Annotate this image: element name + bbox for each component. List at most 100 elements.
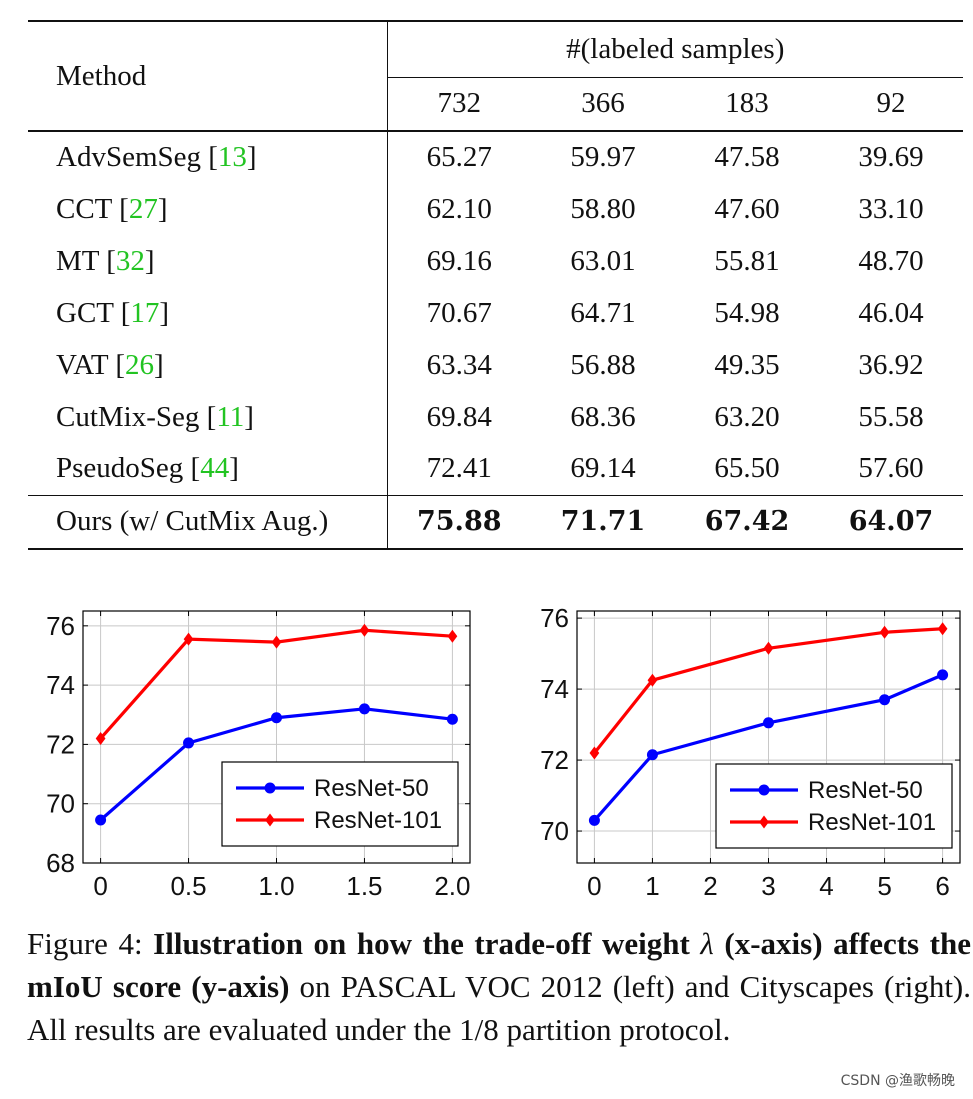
data-point-resnet-101 [271,635,282,649]
caption-rest: on PASCAL VOC 2012 (left) and Cityscapes… [27,969,972,1047]
y-tick-label: 70 [46,789,75,819]
data-point-resnet-50 [446,713,458,725]
data-point-resnet-101 [937,622,948,636]
y-tick-label: 74 [540,674,569,704]
score-cell: 46.04 [858,296,924,329]
results-table: Method #(labeled samples) 732 366 183 92… [28,20,963,550]
x-tick-label: 2.0 [434,871,470,901]
method-name: MT [56,244,99,277]
citation-link[interactable]: 26 [125,348,155,381]
score-cell: 63.34 [426,348,492,381]
score-cell: 49.35 [714,348,780,381]
y-tick-label: 70 [540,816,569,846]
score-cell: 54.98 [714,296,780,329]
caption-bold-part2: (x-axis) affects the mIoU score (y-axis) [27,926,971,1004]
data-point-resnet-101 [95,731,106,745]
score-cell: 65.27 [387,130,531,183]
method-name-cell: GCT [17] [28,287,388,339]
chart-left-svg: 68 70 72 74 76 0 0.5 1.0 1.5 2.0 ResNet-50 ResNet-1… [46,610,471,901]
score-cell-ours: 75.88 [387,494,531,550]
column-header: 732 [437,87,482,120]
data-point-resnet-101 [879,625,890,639]
data-point-resnet-50 [183,737,195,749]
method-name-cell: CCT [27] [28,183,388,235]
legend-label: ResNet-101 [314,807,442,834]
score-cell: 33.10 [858,192,924,225]
citation-link[interactable]: 32 [115,244,145,277]
x-tick-label: 1.0 [258,871,294,901]
x-tick-label: 0 [93,871,107,901]
data-point-resnet-50 [95,814,107,826]
method-name: CCT [56,192,112,225]
method-name: GCT [56,296,114,329]
score-cell: 58.80 [570,192,636,225]
x-tick-label: 5 [877,871,891,901]
score-cell: 56.88 [570,348,636,381]
chart-cityscapes: 70 72 74 76 0 1 2 3 4 5 6 ResNet-50 ResNet-101 [492,600,972,905]
best-score: 71.71 [560,506,646,538]
score-cell: 69.16 [426,244,492,277]
score-cell: 36.92 [858,348,924,381]
table-row: CutMix-Seg [11] 69.84 68.36 63.20 55.58 [28,391,963,443]
data-point-resnet-50 [646,749,658,761]
legend-label: ResNet-101 [808,809,936,836]
score-cell: 39.69 [819,130,963,183]
legend-marker-resnet-101 [759,815,769,829]
chart-right-svg: 70 72 74 76 0 1 2 3 4 5 6 ResNet-50 ResNet-101 [540,603,961,901]
data-point-resnet-101 [647,673,658,687]
score-cell: 65.50 [714,452,780,485]
data-point-resnet-50 [271,712,282,724]
method-name-cell: MT [32] [28,235,388,287]
score-cell: 55.58 [858,400,924,433]
table-row: CCT [27] 62.10 58.80 47.60 33.10 [28,183,963,235]
data-point-resnet-50 [588,814,600,826]
citation-link[interactable]: 27 [128,192,158,225]
score-cell-ours: 71.71 [531,494,675,550]
chart-pascal-voc: 68 70 72 74 76 0 0.5 1.0 1.5 2.0 ResNet-50 ResNet-1… [0,600,480,905]
caption-prefix: Figure 4: [27,926,154,961]
caption-bold-part1: Illustration on how the trade-off weight [153,926,701,961]
legend-label: ResNet-50 [808,777,923,804]
data-point-resnet-50 [763,717,774,729]
best-score: 75.88 [416,506,502,538]
x-tick-label: 6 [935,871,949,901]
data-point-resnet-101 [763,641,774,655]
citation-link[interactable]: 44 [200,452,230,485]
score-cell: 47.60 [714,192,780,225]
score-cell: 47.58 [675,130,819,183]
x-tick-label: 1 [645,871,659,901]
method-name-cell: CutMix-Seg [11] [28,391,388,443]
data-point-resnet-101 [447,629,458,643]
citation-link[interactable]: 17 [130,296,160,329]
x-tick-label: 0 [587,871,601,901]
column-header: 366 [581,87,625,120]
legend-marker-resnet-50 [758,784,770,796]
score-cell: 69.84 [426,400,492,433]
table-row: PseudoSeg [44] 72.41 69.14 65.50 57.60 [28,443,963,495]
figure-caption: Figure 4: Illustration on how the trade-… [27,922,971,1051]
legend-box [715,763,953,849]
score-cell-ours: 64.07 [819,494,963,550]
citation-link[interactable]: 13 [217,141,247,173]
score-cell: 48.70 [858,244,924,277]
x-tick-label: 2 [703,871,717,901]
method-name: VAT [56,348,109,381]
score-cell: 55.81 [714,244,780,277]
data-point-resnet-101 [183,632,194,646]
method-name-ours: Ours (w/ CutMix Aug.) [28,494,388,550]
data-point-resnet-50 [937,669,949,681]
y-tick-label: 76 [540,603,569,633]
table-row: GCT [17] 70.67 64.71 54.98 46.04 [28,287,963,339]
labeled-samples-header: #(labeled samples) [387,20,963,78]
legend-marker-resnet-50 [264,782,276,794]
column-header: 183 [725,87,769,120]
data-point-resnet-50 [879,694,891,706]
x-tick-label: 3 [761,871,775,901]
y-tick-label: 74 [46,670,75,700]
table-row: AdvSemSeg [13] 65.27 59.97 47.58 39.69 [28,130,963,183]
y-tick-label: 68 [46,848,75,878]
legend-marker-resnet-101 [265,813,275,827]
score-cell: 72.41 [426,452,492,485]
citation-link[interactable]: 11 [216,400,245,433]
method-name: CutMix-Seg [56,400,200,433]
